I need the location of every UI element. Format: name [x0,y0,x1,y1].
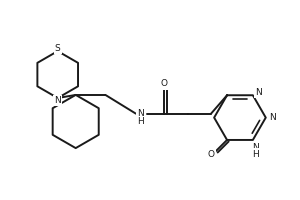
Text: O: O [160,79,168,88]
Text: N: N [54,96,61,105]
Text: N: N [255,88,262,97]
Text: H: H [253,150,260,159]
Text: N: N [253,143,260,152]
Text: H: H [137,117,144,126]
Text: S: S [55,44,61,53]
Text: N: N [268,113,275,122]
Text: N: N [137,109,144,118]
Text: O: O [208,150,215,159]
